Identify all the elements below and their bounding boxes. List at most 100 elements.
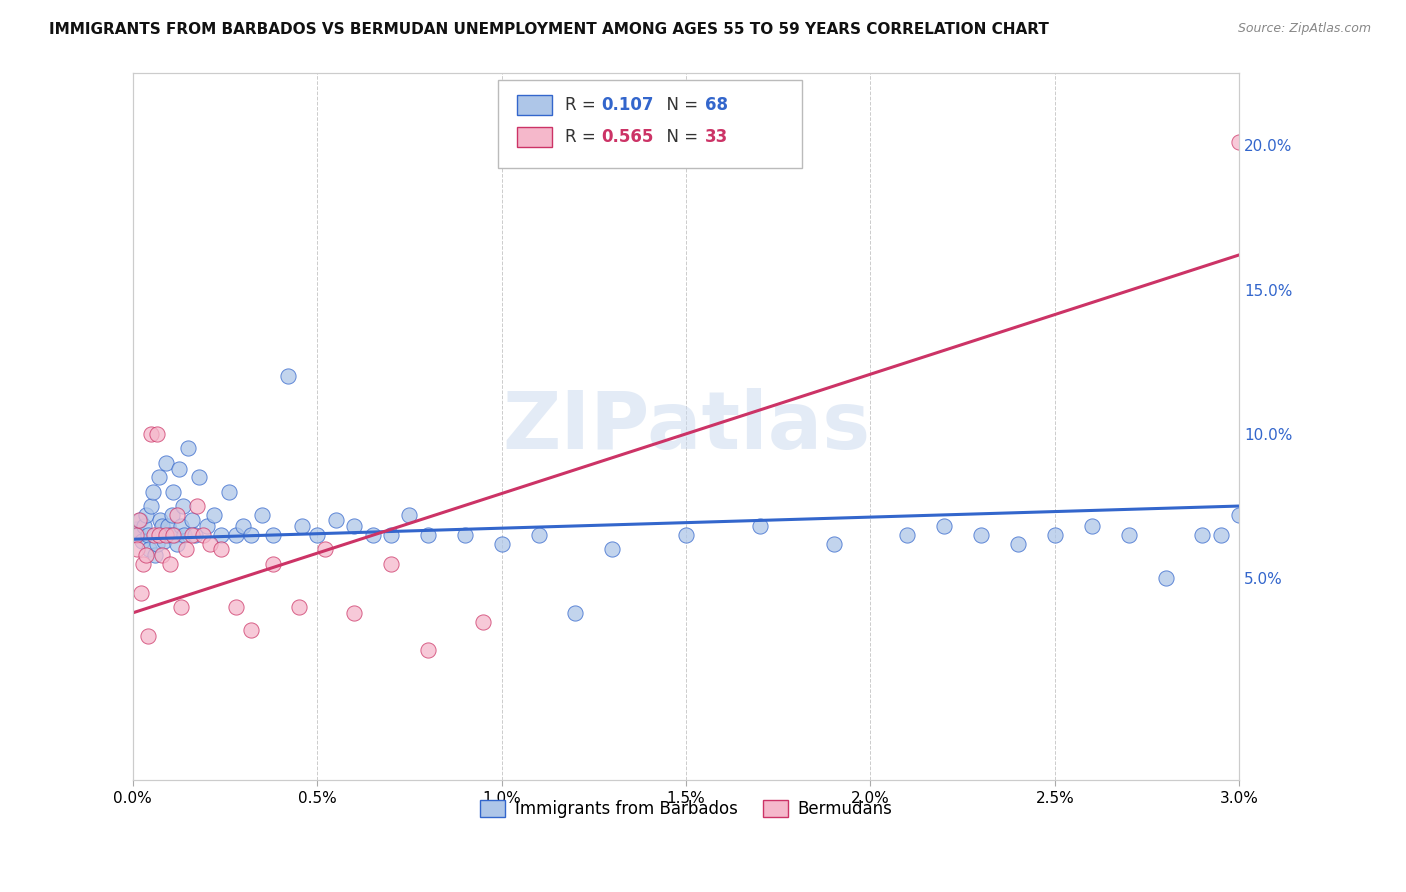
- Point: [143, 548, 166, 562]
- Point: [148, 528, 170, 542]
- Point: [491, 536, 513, 550]
- Point: [291, 519, 314, 533]
- Point: [1043, 528, 1066, 542]
- Point: [1081, 519, 1104, 533]
- Point: [195, 519, 218, 533]
- Point: [184, 528, 207, 542]
- Point: [165, 528, 187, 542]
- Text: IMMIGRANTS FROM BARBADOS VS BERMUDAN UNEMPLOYMENT AMONG AGES 55 TO 59 YEARS CORR: IMMIGRANTS FROM BARBADOS VS BERMUDAN UNE…: [49, 22, 1049, 37]
- Point: [132, 557, 155, 571]
- Point: [166, 536, 188, 550]
- Point: [675, 528, 697, 542]
- Point: [239, 623, 262, 637]
- Point: [162, 528, 184, 542]
- Point: [170, 600, 193, 615]
- Point: [416, 528, 439, 542]
- Point: [398, 508, 420, 522]
- FancyBboxPatch shape: [517, 95, 553, 115]
- Point: [141, 499, 163, 513]
- Text: ZIPatlas: ZIPatlas: [502, 388, 870, 466]
- Point: [325, 513, 347, 527]
- Point: [527, 528, 550, 542]
- Text: N =: N =: [657, 128, 703, 145]
- Point: [314, 542, 336, 557]
- Point: [136, 629, 159, 643]
- Point: [343, 519, 366, 533]
- Point: [143, 528, 166, 542]
- Point: [125, 528, 148, 542]
- Point: [146, 536, 169, 550]
- Point: [1191, 528, 1213, 542]
- Point: [343, 606, 366, 620]
- Point: [380, 528, 402, 542]
- Point: [225, 528, 247, 542]
- Point: [128, 513, 150, 527]
- Point: [155, 456, 177, 470]
- Point: [150, 548, 173, 562]
- Text: R =: R =: [565, 128, 602, 145]
- Point: [416, 643, 439, 657]
- Point: [160, 508, 183, 522]
- Text: 0.565: 0.565: [600, 128, 654, 145]
- Point: [380, 557, 402, 571]
- Point: [172, 499, 194, 513]
- FancyBboxPatch shape: [498, 80, 803, 169]
- Point: [262, 528, 284, 542]
- Point: [454, 528, 477, 542]
- Point: [1118, 528, 1140, 542]
- Point: [141, 426, 163, 441]
- Text: 33: 33: [704, 128, 728, 145]
- Point: [1007, 536, 1029, 550]
- Point: [138, 542, 160, 557]
- Point: [135, 548, 157, 562]
- Point: [159, 528, 181, 542]
- Point: [132, 519, 155, 533]
- Point: [250, 508, 273, 522]
- Point: [131, 533, 153, 548]
- Text: N =: N =: [657, 95, 703, 114]
- Point: [146, 426, 169, 441]
- Point: [262, 557, 284, 571]
- Point: [191, 528, 214, 542]
- Point: [148, 470, 170, 484]
- Point: [896, 528, 918, 542]
- Point: [173, 528, 195, 542]
- Point: [307, 528, 329, 542]
- Point: [125, 522, 148, 536]
- Point: [174, 542, 197, 557]
- Point: [180, 513, 202, 527]
- Point: [167, 461, 190, 475]
- Point: [1227, 135, 1250, 149]
- Point: [153, 533, 176, 548]
- Text: 0.107: 0.107: [600, 95, 654, 114]
- Point: [472, 615, 495, 629]
- Point: [156, 519, 179, 533]
- Point: [150, 519, 173, 533]
- Point: [209, 528, 232, 542]
- Point: [202, 508, 225, 522]
- Legend: Immigrants from Barbados, Bermudans: Immigrants from Barbados, Bermudans: [472, 794, 898, 825]
- Point: [149, 513, 172, 527]
- Point: [1209, 528, 1232, 542]
- Point: [166, 508, 188, 522]
- Point: [136, 528, 159, 542]
- Point: [288, 600, 311, 615]
- Point: [970, 528, 993, 542]
- Point: [934, 519, 956, 533]
- Point: [600, 542, 623, 557]
- Point: [188, 470, 211, 484]
- Text: Source: ZipAtlas.com: Source: ZipAtlas.com: [1237, 22, 1371, 36]
- Text: R =: R =: [565, 95, 602, 114]
- Point: [159, 557, 181, 571]
- Point: [186, 499, 208, 513]
- Point: [277, 369, 299, 384]
- Point: [155, 528, 177, 542]
- Point: [129, 585, 152, 599]
- Point: [823, 536, 845, 550]
- Point: [748, 519, 770, 533]
- Point: [361, 528, 384, 542]
- Point: [177, 442, 200, 456]
- Point: [142, 484, 165, 499]
- Point: [209, 542, 232, 557]
- Point: [1154, 571, 1177, 585]
